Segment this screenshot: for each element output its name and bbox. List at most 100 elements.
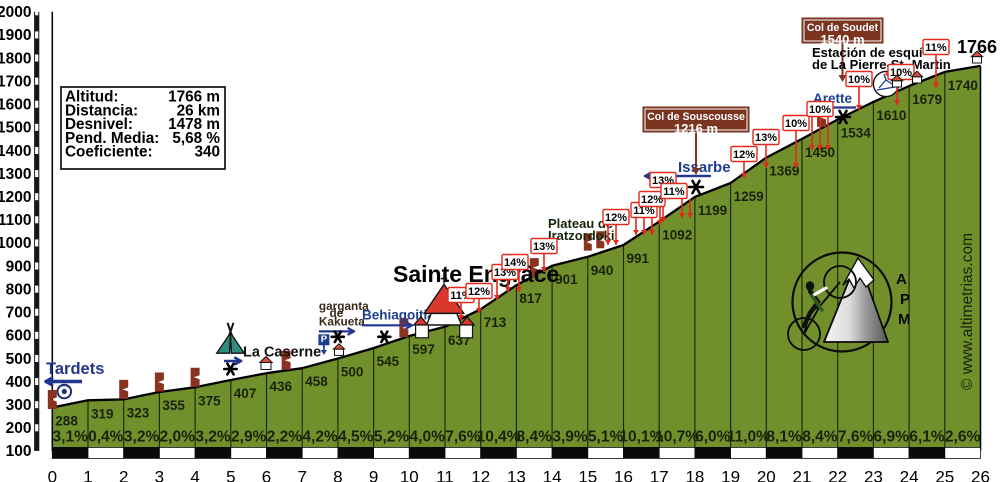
svg-text:1300: 1300	[0, 166, 32, 183]
svg-text:22: 22	[828, 467, 847, 482]
svg-text:10,4%: 10,4%	[477, 428, 521, 445]
svg-text:18: 18	[685, 467, 704, 482]
svg-text:11: 11	[436, 467, 454, 482]
svg-text:200: 200	[6, 420, 32, 437]
svg-text:1610: 1610	[876, 108, 906, 123]
svg-text:817: 817	[519, 291, 542, 306]
svg-text:1600: 1600	[0, 97, 32, 114]
svg-text:1100: 1100	[0, 212, 32, 229]
svg-text:P: P	[321, 334, 328, 345]
svg-text:436: 436	[270, 379, 293, 394]
svg-text:8: 8	[333, 467, 342, 482]
svg-text:1900: 1900	[0, 27, 32, 44]
svg-text:3: 3	[155, 467, 164, 482]
svg-text:2000: 2000	[0, 4, 32, 21]
svg-text:P: P	[900, 291, 910, 308]
svg-text:375: 375	[198, 393, 221, 408]
svg-text:400: 400	[6, 374, 32, 391]
svg-text:6,9%: 6,9%	[874, 428, 910, 445]
svg-text:11,0%: 11,0%	[727, 428, 770, 445]
svg-text:700: 700	[6, 305, 32, 322]
svg-text:10%: 10%	[809, 104, 831, 116]
svg-text:1400: 1400	[0, 143, 32, 160]
svg-text:500: 500	[6, 351, 32, 368]
svg-text:23: 23	[864, 467, 883, 482]
svg-text:1766: 1766	[957, 37, 997, 57]
svg-text:1092: 1092	[662, 228, 692, 243]
svg-text:597: 597	[412, 342, 435, 357]
svg-text:10: 10	[400, 467, 419, 482]
svg-text:1000: 1000	[0, 235, 32, 252]
svg-text:600: 600	[6, 328, 32, 345]
svg-text:11%: 11%	[925, 42, 947, 54]
svg-text:288: 288	[55, 414, 78, 429]
svg-text:3,1%: 3,1%	[53, 428, 89, 445]
svg-text:7: 7	[297, 467, 306, 482]
svg-text:13%: 13%	[755, 132, 777, 144]
svg-text:Iratzordoki: Iratzordoki	[548, 228, 614, 243]
svg-text:0,4%: 0,4%	[88, 428, 124, 445]
svg-text:2: 2	[119, 467, 128, 482]
svg-text:8,1%: 8,1%	[766, 428, 802, 445]
svg-text:2,9%: 2,9%	[231, 428, 267, 445]
svg-text:1800: 1800	[0, 50, 32, 67]
svg-text:13: 13	[507, 467, 526, 482]
svg-text:0: 0	[48, 467, 57, 482]
svg-text:15: 15	[578, 467, 597, 482]
svg-text:1700: 1700	[0, 73, 32, 90]
svg-text:458: 458	[305, 374, 328, 389]
svg-text:4,5%: 4,5%	[338, 428, 374, 445]
svg-text:1199: 1199	[698, 203, 727, 218]
svg-text:2,0%: 2,0%	[160, 428, 196, 445]
svg-text:713: 713	[484, 315, 507, 330]
svg-text:323: 323	[127, 405, 150, 420]
svg-text:21: 21	[793, 467, 812, 482]
svg-text:© www.altimetrias.com: © www.altimetrias.com	[959, 233, 976, 390]
svg-text:A: A	[896, 271, 907, 288]
svg-text:545: 545	[377, 354, 400, 369]
svg-text:4: 4	[190, 467, 199, 482]
svg-text:12%: 12%	[641, 194, 663, 206]
svg-text:6,0%: 6,0%	[695, 428, 731, 445]
svg-text:300: 300	[6, 397, 32, 414]
svg-text:3,2%: 3,2%	[124, 428, 160, 445]
svg-text:26: 26	[971, 467, 990, 482]
svg-text:14: 14	[543, 467, 562, 482]
svg-text:La Caserne: La Caserne	[243, 344, 321, 360]
svg-text:6,1%: 6,1%	[909, 428, 945, 445]
svg-text:1534: 1534	[841, 126, 872, 141]
svg-text:8,4%: 8,4%	[802, 428, 838, 445]
svg-text:7,6%: 7,6%	[445, 428, 481, 445]
svg-text:de La Pierre-St.-Martin: de La Pierre-St.-Martin	[812, 57, 951, 72]
svg-text:19: 19	[721, 467, 740, 482]
svg-text:9: 9	[369, 467, 378, 482]
svg-text:6: 6	[262, 467, 271, 482]
svg-text:500: 500	[341, 365, 364, 380]
svg-text:7,6%: 7,6%	[838, 428, 874, 445]
svg-text:800: 800	[6, 281, 32, 298]
svg-text:11%: 11%	[663, 186, 685, 198]
svg-text:5,2%: 5,2%	[374, 428, 410, 445]
svg-text:355: 355	[162, 398, 185, 413]
svg-text:10%: 10%	[785, 118, 807, 130]
svg-text:5,1%: 5,1%	[588, 428, 624, 445]
svg-text:16: 16	[614, 467, 633, 482]
svg-text:5: 5	[226, 467, 235, 482]
svg-text:17: 17	[650, 467, 669, 482]
svg-text:100: 100	[6, 443, 32, 460]
svg-text:M: M	[898, 311, 911, 328]
svg-text:3,9%: 3,9%	[552, 428, 588, 445]
svg-text:2,6%: 2,6%	[945, 428, 981, 445]
svg-text:14%: 14%	[504, 257, 526, 269]
svg-text:319: 319	[91, 406, 114, 421]
svg-text:10%: 10%	[890, 67, 912, 79]
svg-text:3,2%: 3,2%	[195, 428, 231, 445]
svg-text:1: 1	[83, 467, 92, 482]
svg-text:1679: 1679	[912, 92, 942, 107]
svg-text:1259: 1259	[734, 189, 764, 204]
svg-text:Coeficiente:: Coeficiente:	[65, 144, 153, 161]
svg-text:12%: 12%	[468, 286, 490, 298]
svg-text:20: 20	[757, 467, 776, 482]
svg-text:Kakueta: Kakueta	[319, 314, 365, 328]
svg-text:12: 12	[471, 467, 490, 482]
